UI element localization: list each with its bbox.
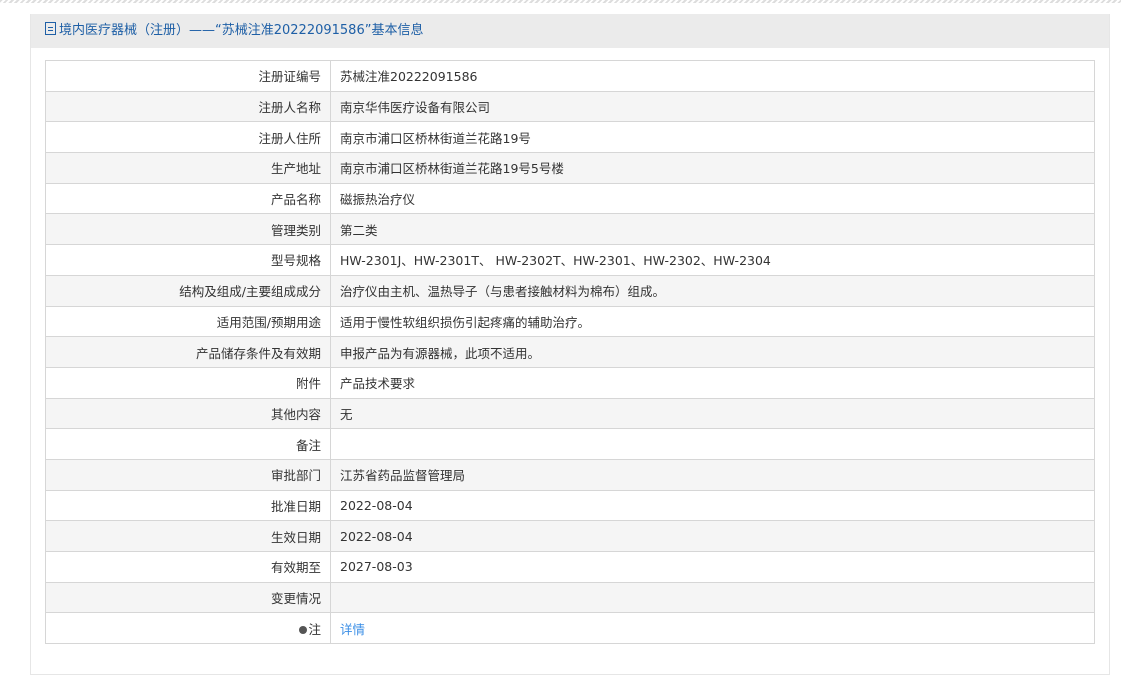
table-row: 批准日期 2022-08-04 bbox=[45, 489, 1095, 522]
panel-header: 境内医疗器械（注册）——“苏械注准20222091586”基本信息 bbox=[31, 14, 1109, 48]
field-value: HW-2301J、HW-2301T、 HW-2302T、HW-2301、HW-2… bbox=[330, 244, 1095, 276]
table-row: 其他内容无 bbox=[45, 397, 1095, 430]
field-value: 适用于慢性软组织损伤引起疼痛的辅助治疗。 bbox=[330, 305, 1095, 338]
table-row: 注册人名称 南京华伟医疗设备有限公司 bbox=[45, 90, 1095, 123]
field-value: 治疗仪由主机、温热导子（与患者接触材料为棉布）组成。 bbox=[330, 274, 1095, 307]
table-row: 有效期至 2027-08-03 bbox=[45, 551, 1095, 583]
field-label: 结构及组成/主要组成成分 bbox=[45, 274, 331, 307]
field-label: 生效日期 bbox=[45, 520, 331, 552]
field-label: 有效期至 bbox=[45, 551, 331, 583]
table-row: 产品名称 磁振热治疗仪 bbox=[45, 182, 1095, 215]
table-row: 生效日期 2022-08-04 bbox=[45, 520, 1095, 552]
table-row: 注册证编号 苏械注准20222091586 bbox=[45, 60, 1095, 92]
table-row: 管理类别 第二类 bbox=[45, 213, 1095, 246]
note-label: 注 bbox=[308, 621, 321, 637]
field-label: 产品名称 bbox=[45, 182, 331, 215]
field-value: 无 bbox=[330, 397, 1095, 430]
field-value: 江苏省药品监督管理局 bbox=[330, 458, 1095, 491]
field-label: 变更情况 bbox=[45, 581, 331, 614]
field-value: 苏械注准20222091586 bbox=[330, 60, 1095, 92]
field-label: 附件 bbox=[45, 366, 331, 399]
field-label: 产品储存条件及有效期 bbox=[45, 336, 331, 368]
field-value: 南京市浦口区桥林街道兰花路19号5号楼 bbox=[330, 152, 1095, 184]
field-label: 适用范围/预期用途 bbox=[45, 305, 331, 338]
field-label: 生产地址 bbox=[45, 152, 331, 184]
field-label: 备注 bbox=[45, 428, 331, 460]
field-value: 南京华伟医疗设备有限公司 bbox=[330, 90, 1095, 123]
table-row: 适用范围/预期用途 适用于慢性软组织损伤引起疼痛的辅助治疗。 bbox=[45, 305, 1095, 338]
field-value bbox=[330, 581, 1095, 614]
table-row: 附件 产品技术要求 bbox=[45, 366, 1095, 399]
note-row: 注 详情 bbox=[45, 612, 1095, 645]
details-link[interactable]: 详情 bbox=[340, 621, 366, 637]
field-label: 批准日期 bbox=[45, 489, 331, 522]
table-row: 注册人住所 南京市浦口区桥林街道兰花路19号 bbox=[45, 121, 1095, 154]
note-label-cell: 注 bbox=[45, 612, 331, 645]
table-row: 审批部门 江苏省药品监督管理局 bbox=[45, 458, 1095, 491]
field-value: 磁振热治疗仪 bbox=[330, 182, 1095, 215]
info-table: 注册证编号 苏械注准20222091586 注册人名称 南京华伟医疗设备有限公司 注册人… bbox=[45, 60, 1095, 645]
table-row: 备注 bbox=[45, 428, 1095, 460]
field-value bbox=[330, 428, 1095, 460]
top-divider bbox=[0, 0, 1121, 3]
field-value: 第二类 bbox=[330, 213, 1095, 246]
field-label: 型号规格 bbox=[45, 244, 331, 276]
field-value: 申报产品为有源器械，此项不适用。 bbox=[330, 336, 1095, 368]
pin-icon bbox=[299, 625, 308, 634]
field-label: 注册人住所 bbox=[45, 121, 331, 154]
field-value: 2027-08-03 bbox=[330, 551, 1095, 583]
table-row: 产品储存条件及有效期 申报产品为有源器械，此项不适用。 bbox=[45, 336, 1095, 368]
field-label: 注册证编号 bbox=[45, 60, 331, 92]
table-row: 生产地址 南京市浦口区桥林街道兰花路19号5号楼 bbox=[45, 152, 1095, 184]
table-row: 型号规格 HW-2301J、HW-2301T、 HW-2302T、HW-2301、… bbox=[45, 244, 1095, 276]
field-value: 南京市浦口区桥林街道兰花路19号 bbox=[330, 121, 1095, 154]
field-value: 2022-08-04 bbox=[330, 520, 1095, 552]
info-panel: 境内医疗器械（注册）——“苏械注准20222091586”基本信息 注册证编号苏… bbox=[30, 14, 1110, 675]
panel-title: 境内医疗器械（注册）——“苏械注准20222091586”基本信息 bbox=[59, 23, 424, 38]
field-label: 管理类别 bbox=[45, 213, 331, 246]
table-row: 变更情况 bbox=[45, 581, 1095, 614]
field-label: 其他内容 bbox=[45, 397, 331, 430]
note-value: 详情 bbox=[330, 612, 1095, 645]
table-row: 结构及组成/主要组成成分 治疗仪由主机、温热导子（与患者接触材料为棉布）组成。 bbox=[45, 274, 1095, 307]
field-value: 2022-08-04 bbox=[330, 489, 1095, 522]
field-label: 注册人名称 bbox=[45, 90, 331, 123]
document-icon bbox=[45, 22, 56, 35]
field-value: 产品技术要求 bbox=[330, 366, 1095, 399]
field-label: 审批部门 bbox=[45, 458, 331, 491]
